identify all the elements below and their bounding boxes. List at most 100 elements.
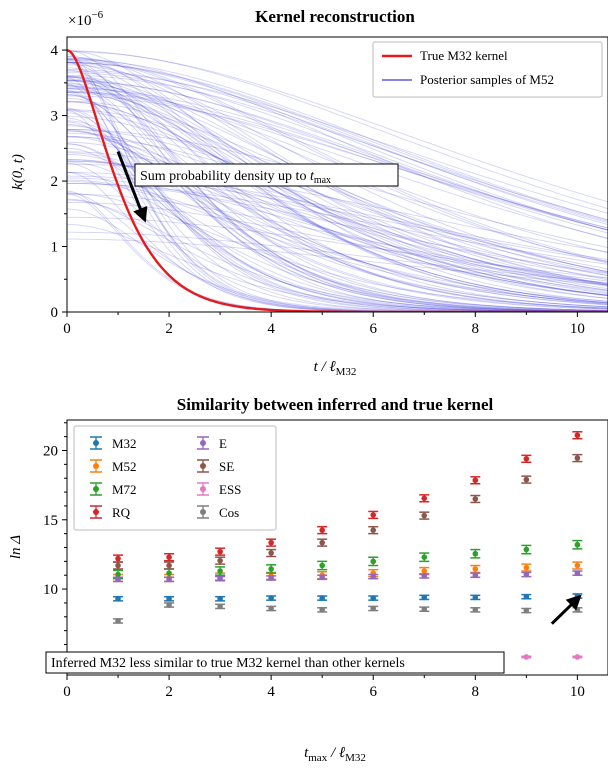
posterior-sample-line [67, 83, 608, 312]
posterior-sample-line [67, 91, 608, 231]
posterior-sample-line [67, 136, 608, 270]
data-point-cos [215, 603, 226, 610]
posterior-sample-line [67, 116, 608, 287]
posterior-sample-line [67, 74, 608, 221]
data-point-cos [164, 602, 175, 608]
data-point-e [368, 573, 379, 580]
legend-entry-m72: M72 [90, 482, 137, 497]
chart1-x-tick-label: 6 [369, 321, 377, 337]
chart1-annotation: Sum probability density up to tmax [134, 163, 399, 187]
data-point-m72 [572, 539, 583, 550]
posterior-sample-line [67, 82, 608, 312]
posterior-sample-line [67, 62, 608, 312]
data-point-m72 [317, 560, 328, 571]
data-point-cos [368, 605, 379, 612]
posterior-sample-line [67, 59, 608, 299]
posterior-sample-line [67, 88, 608, 293]
similarity-panel: Similarity between inferred and true ker… [8, 395, 608, 764]
chart1-x-axis-label: t / ℓM32 [314, 359, 357, 378]
chart1-x-tick-label: 4 [267, 321, 275, 337]
chart1-y-tick-label: 4 [51, 43, 59, 59]
posterior-sample-line [67, 59, 608, 221]
posterior-sample-line [67, 75, 608, 304]
posterior-sample-line [67, 61, 608, 286]
chart2-annotation: Inferred M32 less similar to true M32 ke… [45, 651, 505, 674]
data-point-m52 [470, 564, 481, 574]
data-point-se [266, 548, 277, 558]
data-point-rq [470, 476, 481, 485]
data-point-e [317, 574, 328, 581]
chart1-x-tick-label: 10 [570, 321, 585, 337]
posterior-sample-line [67, 93, 608, 312]
posterior-sample-line [67, 59, 608, 264]
kernel-reconstruction-panel: Kernel reconstruction 0 2 4 6 8 10 0 1 2 3 4 ×10−6… [10, 7, 608, 378]
posterior-sample-line [67, 62, 608, 305]
chart2-y-tick-label: 10 [43, 582, 58, 598]
data-point-se [368, 525, 379, 535]
data-point-rq [368, 510, 379, 520]
data-point-m32 [521, 593, 532, 600]
posterior-sample-line [67, 79, 608, 234]
posterior-sample-line [67, 128, 608, 274]
legend-label-m72: M72 [112, 482, 137, 497]
data-point-m32 [419, 594, 430, 601]
data-point-se [164, 561, 175, 570]
data-point-m52 [521, 563, 532, 572]
legend-entry-e: E [197, 436, 227, 451]
data-point-cos [113, 618, 124, 624]
chart2-y-axis-label: ln Δ [8, 535, 24, 559]
data-point-rq [215, 547, 226, 556]
data-point-se [419, 511, 430, 520]
posterior-sample-line [67, 76, 608, 281]
posterior-sample-line [67, 91, 608, 294]
posterior-sample-line [67, 50, 608, 302]
chart2-annotation-text: Inferred M32 less similar to true M32 ke… [51, 656, 405, 671]
data-point-ess [572, 654, 583, 660]
posterior-sample-line [67, 179, 608, 302]
posterior-sample-line [67, 161, 608, 311]
posterior-sample-line [67, 56, 608, 285]
posterior-sample-line [67, 61, 608, 312]
chart1-title: Kernel reconstruction [255, 7, 415, 26]
data-point-rq [521, 454, 532, 464]
data-point-cos [572, 607, 583, 613]
data-point-m32 [266, 595, 277, 601]
posterior-sample-line [67, 101, 608, 296]
chart1-x-tick-label: 2 [165, 321, 173, 337]
posterior-sample-line [67, 231, 608, 284]
data-point-rq [164, 552, 175, 562]
posterior-sample-line [67, 199, 608, 312]
data-point-rq [113, 554, 124, 563]
posterior-sample-line [67, 177, 608, 286]
data-point-cos [266, 605, 277, 612]
data-point-e [266, 575, 277, 581]
chart2-x-tick-label: 2 [165, 684, 173, 700]
posterior-sample-line [67, 76, 608, 312]
posterior-sample-line [67, 141, 608, 296]
legend-entry-ess: ESS [197, 482, 241, 497]
posterior-sample-line [67, 67, 608, 309]
data-point-se [215, 556, 226, 565]
legend-label-ess: ESS [219, 482, 241, 497]
posterior-sample-line [67, 51, 608, 203]
posterior-sample-line [67, 62, 608, 226]
posterior-sample-line [67, 130, 608, 306]
data-point-ess [521, 654, 532, 660]
data-point-se [572, 453, 583, 463]
legend-entry-m32: M32 [90, 436, 137, 451]
posterior-sample-line [67, 57, 608, 263]
legend-entry-cos: Cos [197, 505, 239, 520]
data-point-cos [419, 606, 430, 612]
data-point-m32 [215, 595, 226, 602]
posterior-sample-line [67, 90, 608, 286]
posterior-sample-line [67, 58, 608, 312]
posterior-sample-line [67, 100, 608, 272]
posterior-sample-line [67, 85, 608, 312]
posterior-sample-line [67, 171, 608, 312]
chart2-title: Similarity between inferred and true ker… [177, 395, 494, 414]
chart1-annotation-box [134, 163, 399, 187]
posterior-sample-line [67, 50, 608, 210]
data-point-e [215, 575, 226, 582]
posterior-sample-line [67, 57, 608, 240]
